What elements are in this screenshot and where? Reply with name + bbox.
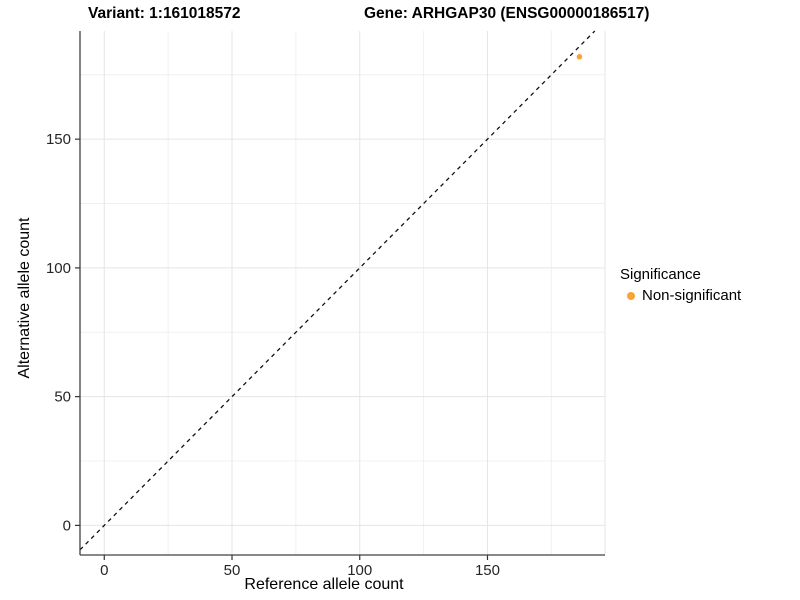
y-axis-title: Alternative allele count xyxy=(16,217,33,379)
identity-line xyxy=(79,30,596,551)
y-tick-label: 50 xyxy=(54,389,71,406)
plot-title-gene: Gene: ARHGAP30 (ENSG00000186517) xyxy=(364,5,650,22)
x-axis-title: Reference allele count xyxy=(244,576,404,593)
x-tick-label: 150 xyxy=(475,562,500,579)
x-tick-label: 0 xyxy=(100,562,108,579)
legend-title: Significance xyxy=(620,266,701,283)
legend-item-non-significant: Non-significant xyxy=(620,287,741,304)
legend: Significance Non-significant xyxy=(620,266,741,304)
x-tick-label: 100 xyxy=(347,562,372,579)
y-tick-label: 100 xyxy=(46,260,71,277)
y-tick-label: 150 xyxy=(46,131,71,148)
data-point xyxy=(576,53,583,60)
legend-point-icon xyxy=(627,291,635,300)
plot-title-variant: Variant: 1:161018572 xyxy=(88,5,241,22)
legend-item-label: Non-significant xyxy=(642,287,742,304)
y-tick-label: 0 xyxy=(63,517,71,534)
x-tick-label: 50 xyxy=(224,562,241,579)
